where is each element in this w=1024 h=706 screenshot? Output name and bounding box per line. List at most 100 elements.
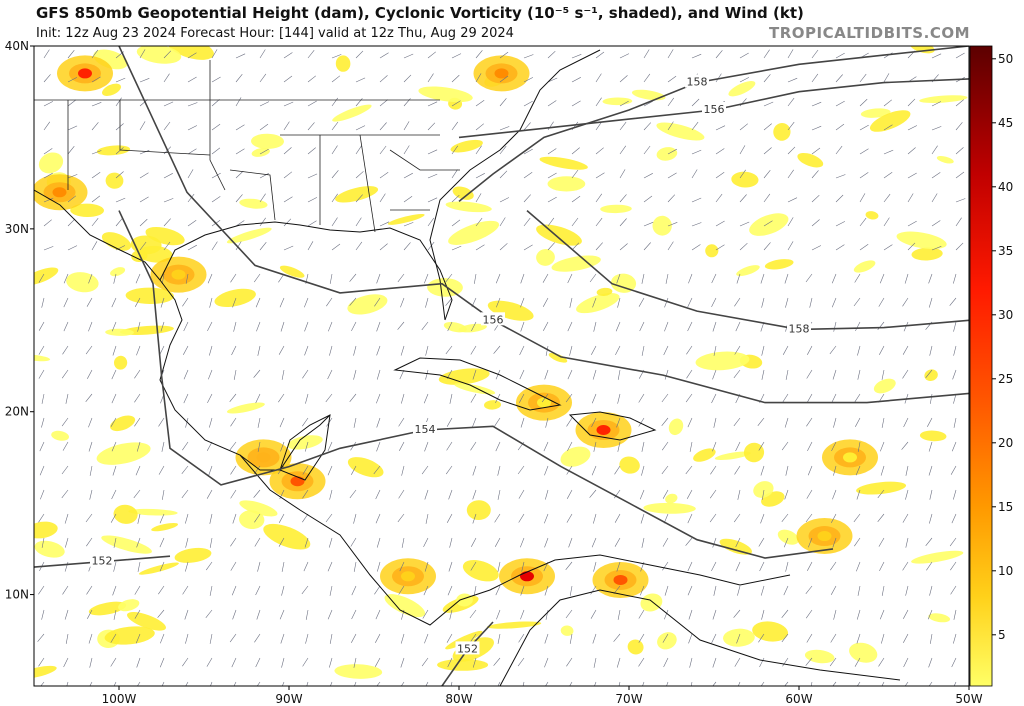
vorticity-streak <box>487 300 534 321</box>
wind-barb <box>709 513 717 523</box>
vorticity-streak <box>96 145 131 156</box>
wind-barb <box>115 97 122 107</box>
wind-barb <box>928 441 933 452</box>
wind-barb <box>667 222 678 227</box>
wind-barb <box>497 465 501 476</box>
wind-barb <box>616 417 621 428</box>
wind-barb <box>619 218 627 227</box>
wind-barb <box>63 321 69 332</box>
wind-barb <box>565 393 573 403</box>
wind-barb <box>115 77 126 83</box>
wind-barb <box>283 101 294 107</box>
vorticity-streak <box>214 288 256 308</box>
wind-barb <box>855 465 861 476</box>
wind-barb <box>880 441 885 452</box>
wind-barb <box>424 489 429 500</box>
wind-barb <box>376 393 381 404</box>
wind-barb <box>761 609 765 620</box>
wind-barb <box>183 393 189 404</box>
wind-barb <box>691 121 699 131</box>
wind-barb <box>211 99 220 107</box>
wind-barb <box>230 561 237 571</box>
wind-barb <box>593 321 597 332</box>
wind-barb <box>763 242 771 251</box>
wind-barb <box>951 513 957 524</box>
wind-barb <box>451 74 460 83</box>
wind-barb <box>163 101 174 107</box>
wind-barb <box>811 101 822 107</box>
wind-barb <box>807 345 813 355</box>
wind-barb <box>67 99 77 107</box>
wind-barb <box>231 585 237 596</box>
wind-barb <box>209 345 213 356</box>
wind-barb <box>497 633 501 644</box>
wind-barb <box>927 417 933 427</box>
vorticity-streak <box>347 294 388 315</box>
wind-barb <box>808 537 813 548</box>
wind-barb <box>832 489 837 500</box>
wind-barb <box>734 345 741 355</box>
wind-barb <box>857 369 861 380</box>
vorticity-streak <box>145 226 185 246</box>
wind-barb <box>571 100 581 107</box>
wind-barb <box>903 609 909 619</box>
wind-barb <box>763 147 772 155</box>
contour-label: 154 <box>415 423 436 436</box>
wind-barb <box>664 585 669 596</box>
wind-barb <box>763 74 771 83</box>
wind-barb <box>835 74 843 83</box>
wind-barb <box>616 273 621 284</box>
wind-barb <box>782 345 789 355</box>
wind-barb <box>949 297 957 306</box>
wind-barb <box>158 417 165 427</box>
wind-barb <box>307 50 315 59</box>
wind-barb <box>713 345 717 356</box>
wind-barb <box>614 513 621 523</box>
wind-barb <box>691 53 702 59</box>
wind-barb <box>712 369 717 380</box>
contour-label-bg <box>90 553 114 567</box>
wind-barb <box>739 145 746 155</box>
wind-barb <box>930 393 933 404</box>
wind-barb <box>349 297 357 306</box>
wind-barb <box>303 561 309 572</box>
wind-barb <box>925 369 933 378</box>
wind-barb <box>856 489 861 500</box>
wind-barb <box>734 297 741 307</box>
wind-barb <box>760 585 765 596</box>
contour-label-bg <box>413 422 437 435</box>
wind-barb <box>134 393 141 403</box>
wind-barb <box>374 657 381 667</box>
wind-barb <box>160 297 165 308</box>
wind-barb <box>833 321 837 332</box>
wind-barb <box>880 465 885 476</box>
wind-barb <box>926 561 933 571</box>
wind-barb <box>638 633 645 643</box>
wind-barb <box>161 441 165 452</box>
wind-barb <box>38 345 45 355</box>
wind-barb <box>523 217 531 227</box>
wind-barb <box>307 220 317 227</box>
wind-barb <box>187 148 197 155</box>
wind-barb <box>280 321 285 332</box>
wind-barb <box>687 513 693 524</box>
wind-barb <box>445 465 453 475</box>
wind-barb <box>544 657 549 668</box>
wind-barb <box>451 53 462 59</box>
map-title: GFS 850mb Geopotential Height (dam), Cyc… <box>36 4 804 22</box>
wind-barb <box>952 369 957 380</box>
wind-barb <box>159 561 165 572</box>
wind-barb <box>183 345 189 355</box>
vorticity-streak <box>753 481 774 498</box>
wind-barb <box>472 465 477 476</box>
wind-barb <box>955 99 964 107</box>
wind-barb <box>139 78 150 83</box>
coastlines <box>34 49 901 686</box>
wind-barb <box>187 76 197 83</box>
wind-barb <box>565 609 573 619</box>
wind-barb <box>955 171 965 179</box>
wind-barb <box>41 417 45 428</box>
wind-barb <box>41 609 45 620</box>
wind-barb <box>854 393 861 403</box>
wind-barb <box>571 54 582 59</box>
